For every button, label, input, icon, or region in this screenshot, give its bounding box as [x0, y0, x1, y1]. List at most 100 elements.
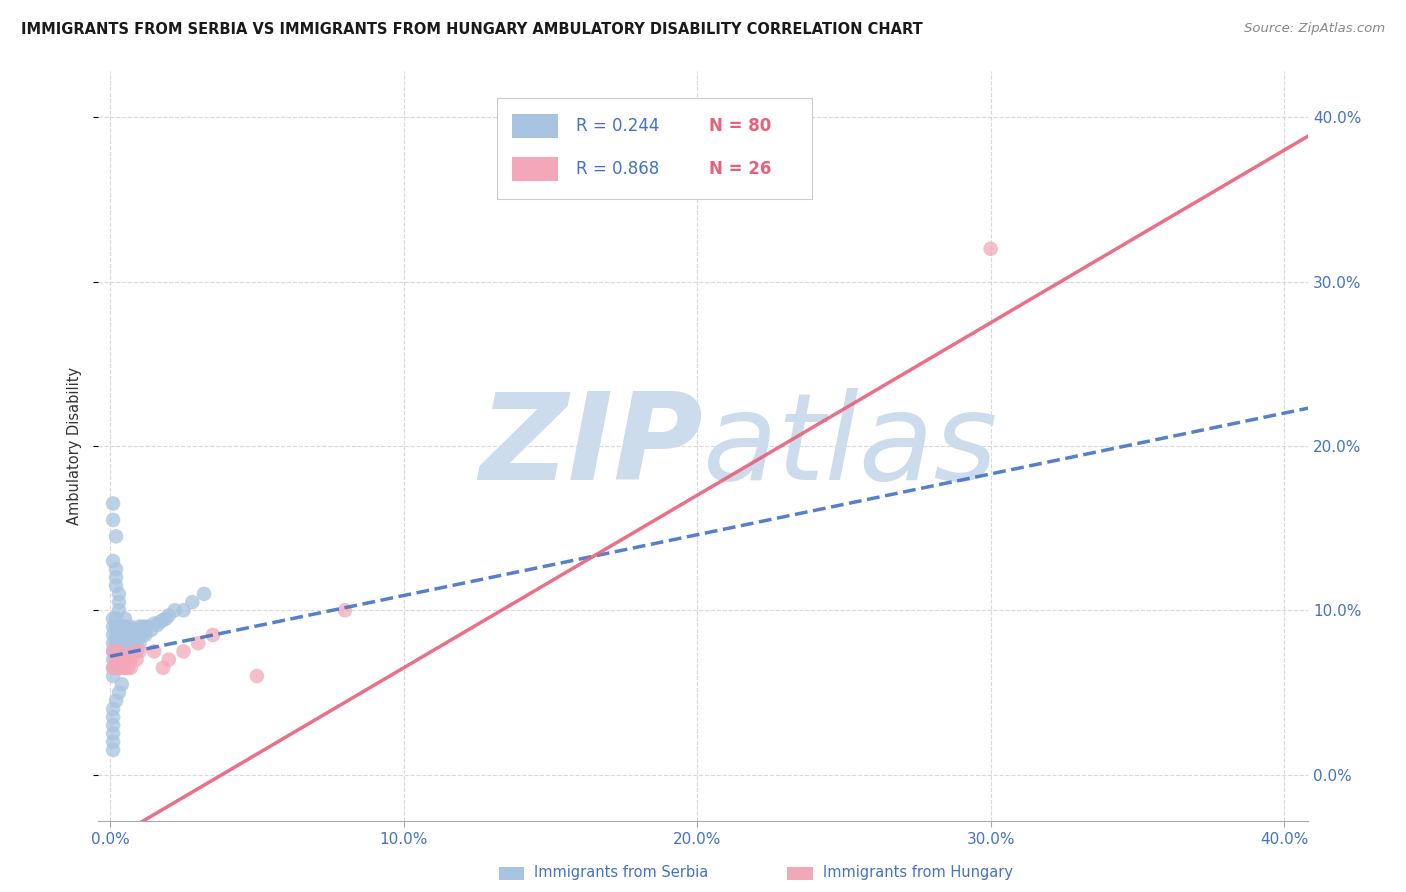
Point — [105, 636, 128, 650]
Point — [111, 628, 134, 642]
Point — [146, 618, 169, 632]
Point — [108, 628, 131, 642]
Point — [125, 644, 148, 658]
Text: N = 80: N = 80 — [709, 117, 772, 135]
Point — [117, 620, 139, 634]
Text: Immigrants from Serbia: Immigrants from Serbia — [534, 865, 709, 880]
Point — [108, 587, 131, 601]
Point — [120, 636, 142, 650]
Point — [108, 652, 131, 666]
Point — [105, 661, 128, 675]
Point — [157, 652, 180, 666]
Point — [117, 644, 139, 658]
Bar — [512, 114, 558, 138]
Point — [101, 652, 124, 666]
Point — [105, 628, 128, 642]
Point — [108, 652, 131, 666]
Point — [246, 669, 269, 683]
Point — [117, 652, 139, 666]
Point — [114, 620, 136, 634]
Point — [125, 636, 148, 650]
Point — [120, 620, 142, 634]
Y-axis label: Ambulatory Disability: Ambulatory Disability — [67, 367, 83, 525]
Point — [128, 628, 150, 642]
Point — [108, 603, 131, 617]
Point — [131, 628, 153, 642]
Point — [101, 743, 124, 757]
Point — [141, 623, 163, 637]
Point — [101, 661, 124, 675]
Point — [143, 644, 166, 658]
Point — [108, 636, 131, 650]
Point — [101, 669, 124, 683]
Point — [108, 644, 131, 658]
Point — [111, 677, 134, 691]
Point — [101, 718, 124, 732]
Point — [122, 636, 145, 650]
Point — [101, 513, 124, 527]
FancyBboxPatch shape — [498, 97, 811, 199]
Point — [114, 644, 136, 658]
Point — [105, 611, 128, 625]
Point — [111, 644, 134, 658]
Point — [105, 562, 128, 576]
Point — [157, 608, 180, 623]
Point — [101, 644, 124, 658]
Point — [105, 620, 128, 634]
Point — [120, 661, 142, 675]
Point — [187, 636, 209, 650]
Text: IMMIGRANTS FROM SERBIA VS IMMIGRANTS FROM HUNGARY AMBULATORY DISABILITY CORRELAT: IMMIGRANTS FROM SERBIA VS IMMIGRANTS FRO… — [21, 22, 922, 37]
Point — [134, 628, 156, 642]
Point — [101, 636, 124, 650]
Point — [134, 620, 156, 634]
Point — [117, 661, 139, 675]
Point — [105, 529, 128, 543]
Point — [108, 685, 131, 699]
Point — [101, 710, 124, 724]
Point — [105, 579, 128, 593]
Point — [108, 661, 131, 675]
Point — [193, 587, 215, 601]
Point — [149, 615, 172, 629]
Point — [114, 661, 136, 675]
Bar — [512, 157, 558, 181]
Point — [101, 735, 124, 749]
Point — [108, 595, 131, 609]
Point — [173, 644, 195, 658]
Point — [111, 661, 134, 675]
Point — [108, 644, 131, 658]
Text: atlas: atlas — [703, 387, 998, 505]
Point — [122, 628, 145, 642]
Point — [122, 644, 145, 658]
Point — [125, 628, 148, 642]
Point — [114, 652, 136, 666]
Point — [117, 628, 139, 642]
Point — [101, 611, 124, 625]
Point — [114, 611, 136, 625]
Point — [101, 661, 124, 675]
Point — [101, 628, 124, 642]
Text: ZIP: ZIP — [479, 387, 703, 505]
Point — [111, 652, 134, 666]
Point — [101, 554, 124, 568]
Point — [152, 661, 174, 675]
Text: Source: ZipAtlas.com: Source: ZipAtlas.com — [1244, 22, 1385, 36]
Point — [114, 628, 136, 642]
Point — [122, 644, 145, 658]
Text: R = 0.868: R = 0.868 — [576, 160, 659, 178]
Point — [111, 636, 134, 650]
Point — [120, 644, 142, 658]
Point — [143, 616, 166, 631]
Point — [128, 636, 150, 650]
Point — [120, 628, 142, 642]
Point — [201, 628, 224, 642]
Point — [163, 603, 186, 617]
Point — [105, 652, 128, 666]
Point — [125, 652, 148, 666]
Point — [128, 620, 150, 634]
Point — [155, 611, 177, 625]
Point — [128, 644, 150, 658]
Text: Immigrants from Hungary: Immigrants from Hungary — [823, 865, 1012, 880]
Point — [105, 644, 128, 658]
Point — [101, 496, 124, 510]
